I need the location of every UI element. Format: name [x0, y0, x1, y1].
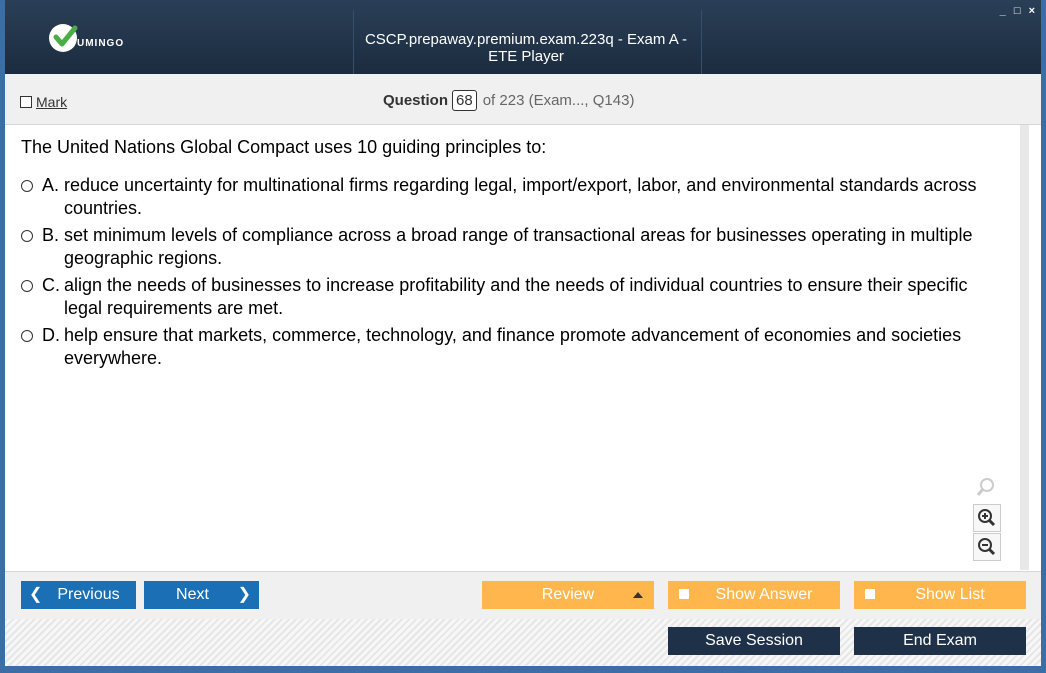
navigation-bar: ❮ Previous Next ❯ Review Show Answer Sho…: [5, 571, 1041, 619]
checkbox-icon[interactable]: [865, 589, 875, 599]
app-title: CSCP.prepaway.premium.exam.223q - Exam A…: [364, 31, 688, 65]
review-button[interactable]: Review: [482, 581, 654, 609]
session-bar: Save Session End Exam: [5, 619, 1041, 666]
show-list-label: Show List: [915, 586, 985, 603]
option-letter: A.: [42, 175, 60, 195]
question-text: The United Nations Global Compact uses 1…: [21, 137, 547, 157]
header-divider: [701, 10, 702, 74]
end-exam-button[interactable]: End Exam: [854, 627, 1026, 655]
previous-button[interactable]: ❮ Previous: [21, 581, 136, 609]
checkmark-logo-icon: [49, 24, 78, 52]
chevron-right-icon: ❯: [237, 586, 251, 603]
radio-button[interactable]: [21, 180, 33, 192]
option-text: align the needs of businesses to increas…: [64, 275, 968, 318]
question-label: Question: [383, 92, 449, 109]
mark-label: Mark: [36, 94, 68, 110]
show-answer-label: Show Answer: [715, 586, 813, 603]
next-label: Next: [176, 586, 209, 603]
question-counter: Question 68 of 223 (Exam..., Q143): [383, 90, 634, 111]
option-letter: B.: [42, 225, 60, 245]
option-text: reduce uncertainty for multinational fir…: [64, 175, 977, 218]
chevron-left-icon: ❮: [29, 586, 43, 603]
vertical-scrollbar[interactable]: [1020, 125, 1029, 570]
show-list-button[interactable]: Show List: [854, 581, 1026, 609]
zoom-in-icon[interactable]: [973, 504, 1001, 532]
previous-label: Previous: [57, 586, 120, 603]
maximize-icon[interactable]: □: [1013, 5, 1021, 17]
mark-checkbox[interactable]: Mark: [20, 94, 67, 110]
app-header: UMINGO CSCP.prepaway.premium.exam.223q -…: [5, 0, 1041, 74]
show-answer-button[interactable]: Show Answer: [668, 581, 840, 609]
question-content: The United Nations Global Compact uses 1…: [5, 125, 1041, 570]
option-letter: D.: [42, 325, 60, 345]
question-number-input[interactable]: 68: [452, 90, 477, 111]
vumingo-logo: UMINGO: [49, 24, 139, 58]
option-text: help ensure that markets, commerce, tech…: [64, 325, 962, 368]
checkbox-icon[interactable]: [679, 589, 689, 599]
next-button[interactable]: Next ❯: [144, 581, 259, 609]
minimize-icon[interactable]: _: [999, 5, 1006, 17]
zoom-out-icon[interactable]: [973, 533, 1001, 561]
caret-up-icon: [633, 592, 643, 598]
ete-player-window: UMINGO CSCP.prepaway.premium.exam.223q -…: [5, 0, 1041, 666]
question-total: of 223 (Exam..., Q143): [482, 92, 635, 109]
save-session-button[interactable]: Save Session: [668, 627, 840, 655]
checkbox-icon[interactable]: [20, 96, 32, 108]
radio-button[interactable]: [21, 280, 33, 292]
header-divider: [353, 10, 354, 74]
window-controls: _ □ ×: [995, 5, 1035, 17]
logo-text: UMINGO: [77, 38, 125, 49]
close-icon[interactable]: ×: [1028, 5, 1035, 17]
question-bar: Mark Question 68 of 223 (Exam..., Q143): [5, 74, 1041, 125]
radio-button[interactable]: [21, 230, 33, 242]
radio-button[interactable]: [21, 330, 33, 342]
option-letter: C.: [42, 275, 60, 295]
review-label: Review: [541, 586, 595, 603]
search-icon[interactable]: [973, 475, 999, 501]
option-text: set minimum levels of compliance across …: [64, 225, 973, 268]
